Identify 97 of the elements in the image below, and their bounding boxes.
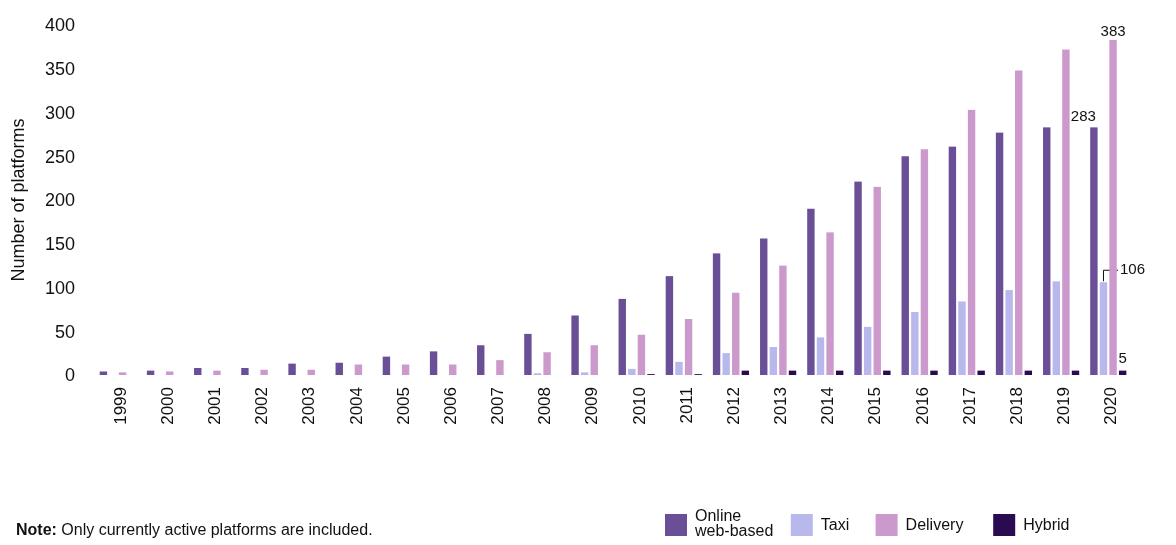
bar: [1052, 281, 1061, 375]
bar: [665, 276, 674, 375]
bar: [449, 364, 457, 375]
legend-label: Hybrid: [1023, 516, 1070, 533]
bar: [260, 369, 268, 375]
bar: [948, 146, 957, 375]
legend-label: Online web-based: [694, 507, 774, 539]
bar: [967, 109, 976, 375]
y-axis-title: Number of platforms: [8, 118, 28, 282]
y-tick-label: 100: [44, 277, 75, 298]
legend-label: Taxi: [820, 516, 850, 533]
bar: [873, 186, 881, 375]
y-tick-label: 50: [54, 321, 75, 342]
bar: [977, 370, 985, 375]
data-label: 283: [1070, 107, 1096, 125]
bar: [826, 232, 834, 375]
bar: [863, 326, 872, 375]
x-tick-label: 2020: [1101, 387, 1121, 425]
bar: [241, 368, 249, 375]
x-tick-label: 2011: [676, 387, 696, 424]
x-tick-label: 1999: [110, 387, 130, 425]
bar: [401, 364, 410, 375]
y-tick-label: 400: [44, 15, 75, 36]
x-tick-label: 2019: [1054, 387, 1074, 425]
bar: [354, 364, 363, 375]
x-tick-label: 2001: [205, 387, 225, 425]
bar: [628, 368, 636, 375]
bar: [477, 345, 485, 375]
x-tick-label: 2000: [157, 387, 177, 425]
x-tick-label: 2004: [346, 387, 366, 425]
x-tick-label: 2018: [1006, 387, 1026, 425]
bar: [580, 372, 589, 375]
x-tick-label: 2014: [818, 387, 838, 425]
bar: [194, 368, 202, 375]
y-tick-label: 350: [44, 59, 75, 80]
bar: [779, 265, 787, 375]
x-tick-label: 2016: [912, 387, 932, 425]
bar: [590, 345, 598, 375]
x-tick-label: 2015: [865, 387, 885, 425]
data-label: 5: [1118, 348, 1127, 366]
x-tick-label: 2003: [299, 387, 319, 425]
bar: [429, 351, 438, 375]
bar: [816, 337, 825, 375]
x-tick-label: 2013: [771, 387, 791, 425]
bar: [807, 208, 815, 375]
bar: [307, 369, 315, 375]
x-tick-label: 2009: [582, 387, 602, 425]
bar: [1062, 49, 1070, 375]
data-label: 106: [1120, 260, 1146, 278]
x-tick-label: 2012: [723, 387, 743, 425]
x-tick-label: 2008: [535, 387, 555, 425]
bar: [675, 361, 683, 375]
bar: [543, 352, 551, 375]
data-label: 383: [1100, 21, 1126, 39]
bar: [732, 292, 740, 375]
y-tick-label: 200: [44, 190, 75, 211]
bar: [1109, 39, 1117, 375]
bar: [1015, 70, 1023, 375]
bar: [1090, 127, 1098, 375]
y-tick-label: 0: [64, 365, 75, 386]
bar: [722, 353, 730, 375]
text: Note: Only currently active platforms are included.: [16, 521, 373, 538]
bar: [769, 347, 778, 375]
x-tick-label: 2017: [959, 387, 979, 425]
bar: [288, 363, 296, 375]
bar: [684, 319, 693, 375]
x-tick-label: 2010: [629, 387, 649, 425]
x-tick-label: 2006: [440, 387, 460, 425]
bar: [1005, 290, 1013, 375]
y-tick-label: 150: [44, 234, 75, 255]
bar: [901, 156, 909, 375]
bar: [118, 372, 127, 375]
x-tick-label: 2005: [393, 387, 413, 425]
x-tick-label: 2007: [488, 387, 508, 425]
bar: [382, 356, 391, 375]
bar: [958, 301, 966, 375]
bar: [712, 253, 721, 375]
y-tick-label: 300: [44, 102, 75, 123]
bar: [883, 370, 891, 375]
bar: [920, 149, 929, 375]
legend-label: Delivery: [905, 516, 964, 533]
bar: [618, 298, 626, 375]
bar: [496, 360, 504, 375]
x-tick-label: 2002: [252, 387, 272, 425]
bar: [1043, 127, 1051, 375]
bar: [930, 370, 938, 375]
bar: [995, 132, 1004, 375]
bar: [1099, 282, 1108, 375]
y-tick-label: 250: [44, 146, 75, 167]
bar: [854, 181, 862, 375]
bar: [213, 370, 221, 375]
bar: [760, 238, 768, 375]
bar: [911, 312, 919, 375]
bar: [335, 362, 343, 375]
bar: [637, 334, 646, 375]
bar: [571, 315, 579, 375]
bar: [524, 333, 532, 375]
